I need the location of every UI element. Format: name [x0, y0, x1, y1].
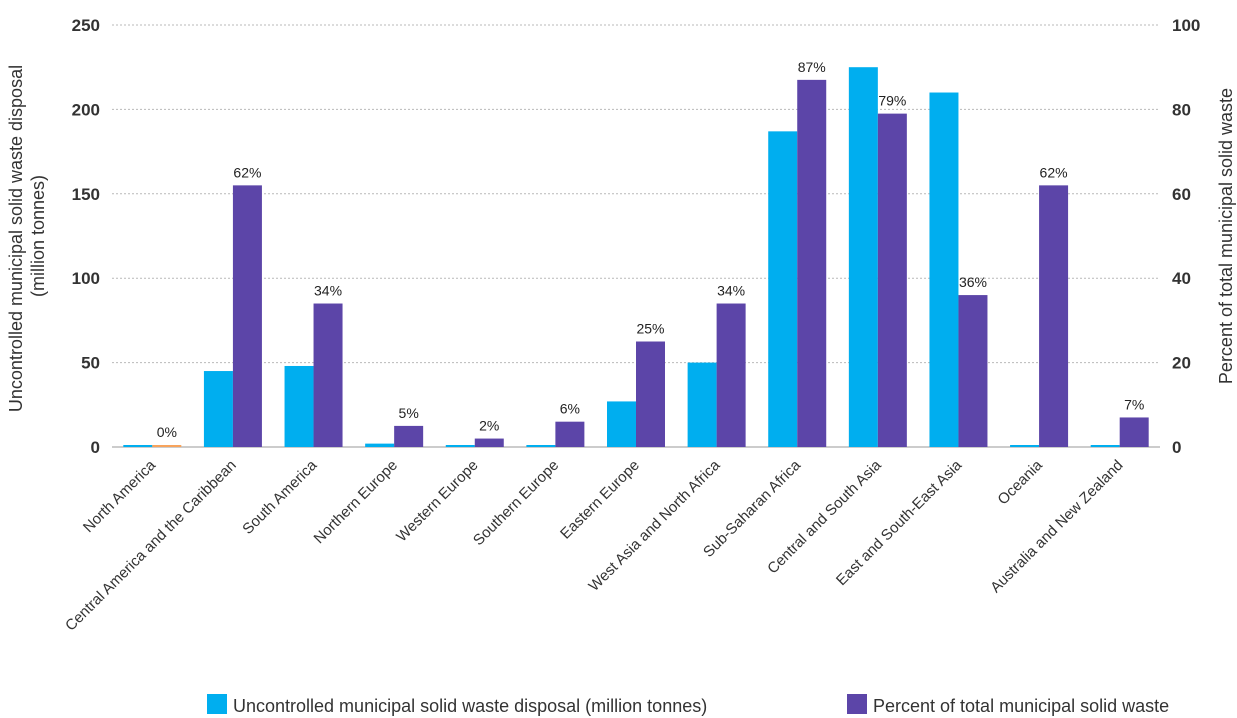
data-label-percent: 25%	[636, 321, 664, 337]
data-label-percent: 79%	[878, 93, 906, 109]
left-tick-label: 150	[72, 185, 100, 204]
bar-disposal	[203, 371, 233, 447]
bar-percent	[313, 303, 343, 447]
category-label: Oceania	[994, 456, 1046, 508]
data-label-percent: 36%	[959, 274, 987, 290]
left-axis-title-line-1: Uncontrolled municipal solid waste dispo…	[6, 65, 26, 412]
left-axis-title: Uncontrolled municipal solid waste dispo…	[6, 60, 48, 412]
category-label: Australia and New Zealand	[987, 457, 1126, 596]
bar-percent	[958, 295, 988, 447]
bars	[123, 67, 1149, 448]
bar-disposal	[123, 445, 153, 447]
left-tick-label: 200	[72, 100, 100, 119]
bar-percent	[716, 303, 746, 447]
data-label-percent: 0%	[157, 424, 177, 440]
category-label: Central America and the Caribbean	[62, 457, 240, 635]
data-label-percent: 62%	[233, 164, 261, 180]
data-label-percent: 62%	[1040, 164, 1068, 180]
category-label: Western Europe	[393, 457, 481, 545]
legend-label-disposal: Uncontrolled municipal solid waste dispo…	[233, 696, 707, 716]
data-label-percent: 6%	[560, 401, 580, 417]
left-axis-ticks: 0 50 100 150 200 250	[72, 16, 100, 457]
bar-disposal	[768, 131, 798, 447]
category-label: North America	[80, 456, 160, 536]
bar-percent	[394, 425, 424, 447]
left-tick-label: 50	[81, 354, 100, 373]
category-label: West Asia and North Africa	[585, 456, 723, 594]
bar-percent	[1119, 417, 1149, 447]
legend: Uncontrolled municipal solid waste dispo…	[207, 694, 1169, 716]
bar-disposal	[365, 443, 395, 447]
bar-disposal	[526, 445, 556, 447]
legend-swatch-percent	[847, 694, 867, 714]
bar-percent	[797, 79, 827, 448]
category-label: South America	[239, 456, 320, 537]
bar-percent	[877, 113, 907, 448]
data-label-percent: 2%	[479, 418, 499, 434]
right-tick-label: 20	[1172, 354, 1191, 373]
left-axis-title-line-2: (million tonnes)	[28, 175, 48, 297]
left-tick-label: 100	[72, 269, 100, 288]
bar-disposal	[1090, 445, 1120, 447]
right-tick-label: 40	[1172, 269, 1191, 288]
data-label-percent: 87%	[798, 59, 826, 75]
bar-disposal	[929, 92, 959, 448]
data-labels: 0% 62% 34% 5% 2% 6% 25% 34% 87% 79% 36% 62% 7%	[157, 59, 1145, 440]
bar-disposal	[445, 445, 475, 447]
data-label-percent: 5%	[399, 405, 419, 421]
data-label-percent: 7%	[1124, 396, 1144, 412]
right-axis-ticks: 0 20 40 60 80 100	[1172, 16, 1200, 457]
legend-swatch-disposal	[207, 694, 227, 714]
bar-disposal	[607, 401, 636, 447]
bar-disposal	[848, 67, 878, 447]
right-tick-label: 80	[1172, 100, 1191, 119]
category-label: Southern Europe	[470, 457, 562, 549]
bar-percent	[232, 185, 262, 448]
legend-label-percent: Percent of total municipal solid waste	[873, 696, 1169, 716]
right-axis-title: Percent of total municipal solid waste	[1216, 88, 1236, 384]
left-tick-label: 250	[72, 16, 100, 35]
bar-percent	[152, 445, 182, 447]
bar-percent	[636, 341, 665, 447]
bar-percent	[555, 421, 585, 447]
left-tick-label: 0	[91, 438, 100, 457]
category-label: Northern Europe	[311, 457, 401, 547]
data-label-percent: 34%	[314, 283, 342, 299]
category-label: Eastern Europe	[557, 457, 643, 543]
bar-percent	[1039, 185, 1069, 448]
data-label-percent: 34%	[717, 283, 745, 299]
bar-percent	[474, 438, 504, 447]
bar-disposal	[1010, 445, 1040, 447]
right-tick-label: 100	[1172, 16, 1200, 35]
right-tick-label: 0	[1172, 438, 1181, 457]
bar-disposal	[687, 362, 717, 447]
bar-disposal	[284, 365, 314, 447]
right-tick-label: 60	[1172, 185, 1191, 204]
